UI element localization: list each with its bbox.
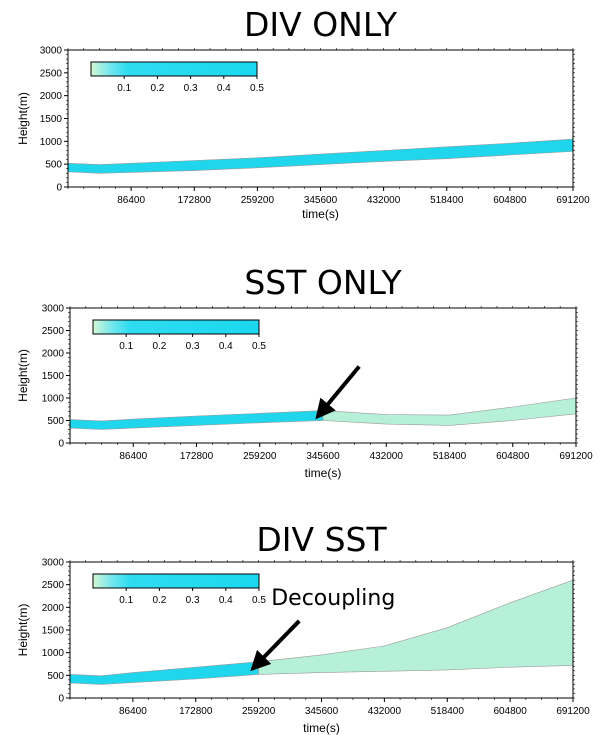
x-tick-label: 172800 bbox=[178, 195, 212, 206]
y-tick-label: 3000 bbox=[42, 304, 65, 315]
series-band-1 bbox=[69, 661, 259, 685]
colorbar-tick-label: 0.4 bbox=[219, 341, 233, 352]
y-tick-label: 2500 bbox=[40, 68, 63, 79]
y-tick-label: 2500 bbox=[42, 326, 65, 337]
colorbar-tick-label: 0.4 bbox=[217, 83, 231, 94]
annotation-label: Decoupling bbox=[271, 586, 395, 611]
y-axis-label: Height(m) bbox=[16, 92, 30, 145]
x-tick-label: 172800 bbox=[180, 451, 214, 462]
colorbar-tick-label: 0.1 bbox=[119, 595, 133, 606]
chart-title: SST ONLY bbox=[244, 263, 402, 302]
chart-title: DIV ONLY bbox=[244, 5, 398, 44]
y-tick-label: 2000 bbox=[42, 349, 65, 360]
chart-panel-3: DIV SST 0 500 1000 1500 2000 2500 3000 86400 1728… bbox=[16, 520, 590, 735]
y-tick-label: 1000 bbox=[42, 394, 65, 405]
x-tick-label: 345600 bbox=[306, 451, 340, 462]
colorbar-tick-label: 0.3 bbox=[184, 83, 198, 94]
x-tick-label: 604800 bbox=[493, 195, 527, 206]
y-tick-label: 2000 bbox=[42, 603, 65, 614]
x-tick-label: 86400 bbox=[119, 706, 147, 717]
x-tick-label: 259200 bbox=[242, 706, 276, 717]
colorbar-tick-label: 0.1 bbox=[119, 341, 133, 352]
y-tick-label: 500 bbox=[45, 160, 62, 171]
y-tick-label: 1500 bbox=[42, 626, 65, 637]
colorbar-tick-label: 0.5 bbox=[252, 595, 266, 606]
x-axis-label: time(s) bbox=[305, 466, 342, 480]
x-tick-label: 518400 bbox=[430, 195, 464, 206]
chart-panel-2: SST ONLY 0 500 1000 1500 2000 2500 3000 86400 172… bbox=[16, 263, 593, 480]
y-tick-label: 2000 bbox=[40, 91, 63, 102]
x-tick-label: 604800 bbox=[493, 706, 527, 717]
y-tick-label: 0 bbox=[58, 439, 64, 450]
y-axis-label: Height(m) bbox=[16, 349, 30, 402]
colorbar-tick-label: 0.2 bbox=[150, 83, 164, 94]
series-band-1 bbox=[67, 138, 574, 174]
x-tick-label: 691200 bbox=[559, 451, 593, 462]
y-tick-label: 3000 bbox=[42, 558, 65, 569]
x-tick-label: 604800 bbox=[496, 451, 530, 462]
y-tick-label: 0 bbox=[56, 183, 62, 194]
x-tick-label: 172800 bbox=[179, 706, 213, 717]
colorbar-tick-label: 0.5 bbox=[252, 341, 266, 352]
y-tick-label: 1000 bbox=[40, 137, 63, 148]
annotation-arrow bbox=[315, 365, 361, 420]
y-tick-label: 500 bbox=[47, 671, 64, 682]
x-tick-label: 691200 bbox=[556, 706, 590, 717]
y-tick-label: 1500 bbox=[42, 371, 65, 382]
y-tick-label: 1000 bbox=[42, 648, 65, 659]
chart-panel-1: DIV ONLY 0 500 1000 1500 2000 2500 3000 86400 172… bbox=[16, 5, 590, 221]
y-tick-label: 1500 bbox=[40, 114, 63, 125]
x-tick-label: 345600 bbox=[304, 195, 338, 206]
x-tick-label: 691200 bbox=[556, 195, 590, 206]
x-tick-label: 432000 bbox=[370, 451, 404, 462]
series-band-2 bbox=[322, 397, 577, 426]
y-tick-label: 0 bbox=[58, 694, 64, 705]
x-tick-label: 259200 bbox=[243, 451, 277, 462]
colorbar bbox=[90, 61, 258, 77]
colorbar-tick-label: 0.3 bbox=[186, 341, 200, 352]
series-band-1 bbox=[69, 410, 324, 430]
y-axis-label: Height(m) bbox=[16, 604, 30, 657]
y-tick-label: 500 bbox=[47, 416, 64, 427]
x-tick-label: 432000 bbox=[367, 195, 401, 206]
x-tick-label: 432000 bbox=[368, 706, 402, 717]
x-axis-label: time(s) bbox=[303, 721, 340, 735]
chart-title: DIV SST bbox=[256, 520, 387, 559]
x-tick-label: 518400 bbox=[431, 706, 465, 717]
x-tick-label: 518400 bbox=[433, 451, 467, 462]
x-axis-label: time(s) bbox=[302, 207, 339, 221]
x-tick-label: 86400 bbox=[119, 451, 147, 462]
colorbar-tick-label: 0.5 bbox=[250, 83, 264, 94]
colorbar-tick-label: 0.3 bbox=[186, 595, 200, 606]
colorbar-tick-label: 0.1 bbox=[117, 83, 131, 94]
colorbar bbox=[92, 573, 260, 589]
y-tick-label: 3000 bbox=[40, 46, 63, 57]
colorbar-tick-label: 0.2 bbox=[152, 341, 166, 352]
x-tick-label: 86400 bbox=[117, 195, 145, 206]
y-tick-label: 2500 bbox=[42, 580, 65, 591]
colorbar bbox=[92, 319, 260, 335]
annotation-arrow bbox=[250, 619, 301, 672]
x-tick-label: 259200 bbox=[241, 195, 275, 206]
x-tick-label: 345600 bbox=[305, 706, 339, 717]
colorbar-tick-label: 0.2 bbox=[152, 595, 166, 606]
colorbar-tick-label: 0.4 bbox=[219, 595, 233, 606]
